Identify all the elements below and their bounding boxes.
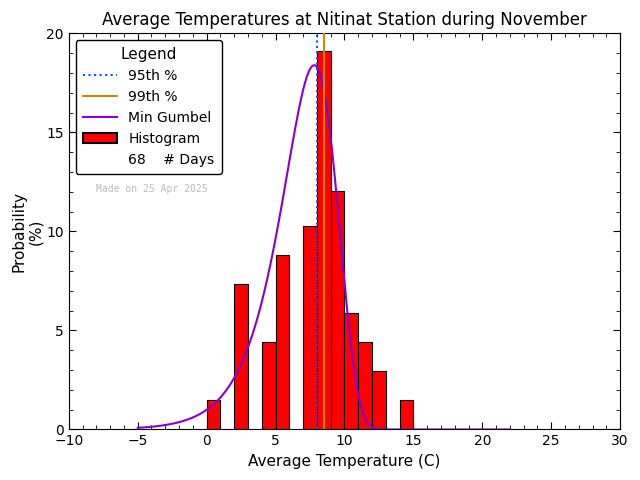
Bar bbox=[207, 400, 220, 430]
Bar bbox=[344, 313, 358, 430]
Bar bbox=[372, 371, 386, 430]
Bar bbox=[262, 342, 276, 430]
Legend: 95th %, 99th %, Min Gumbel, Histogram, 68    # Days: 95th %, 99th %, Min Gumbel, Histogram, 6… bbox=[76, 40, 221, 174]
Bar bbox=[358, 342, 372, 430]
Bar bbox=[331, 191, 344, 430]
X-axis label: Average Temperature (C): Average Temperature (C) bbox=[248, 454, 441, 469]
Bar bbox=[317, 51, 331, 430]
Bar bbox=[303, 226, 317, 430]
Bar bbox=[234, 284, 248, 430]
Text: Made on 25 Apr 2025: Made on 25 Apr 2025 bbox=[97, 184, 208, 194]
Bar bbox=[276, 255, 289, 430]
Bar bbox=[399, 400, 413, 430]
Y-axis label: Probability
(%): Probability (%) bbox=[11, 191, 44, 272]
Title: Average Temperatures at Nitinat Station during November: Average Temperatures at Nitinat Station … bbox=[102, 11, 587, 29]
